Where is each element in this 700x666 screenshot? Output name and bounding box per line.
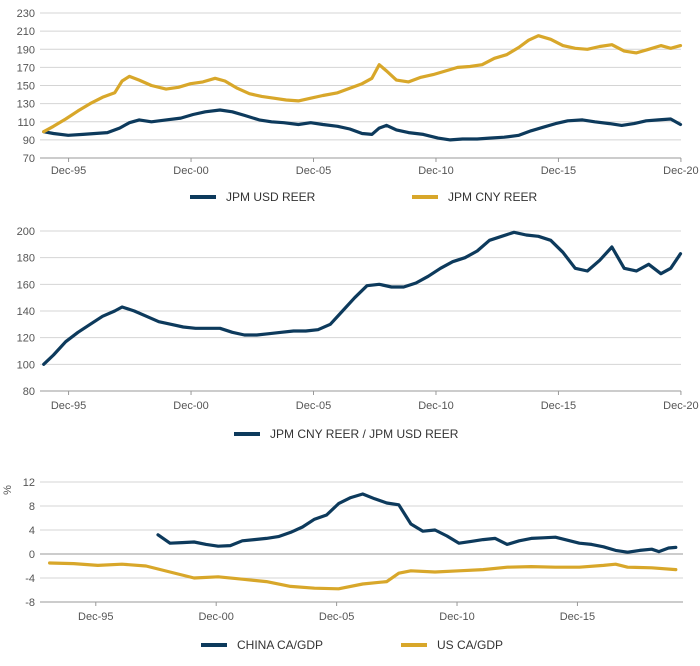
- y-tick-label: 0: [29, 549, 35, 561]
- y-tick-label: -4: [25, 573, 35, 585]
- y-tick-label: 130: [17, 99, 35, 111]
- y-tick-label: -8: [25, 597, 35, 609]
- chart-3-legend: CHINA CA/GDP US CA/GDP: [201, 638, 503, 652]
- y-tick-label: 120: [17, 333, 35, 345]
- x-tick-label: Dec-05: [296, 165, 331, 177]
- x-tick-label: Dec-15: [541, 165, 576, 177]
- x-tick-label: Dec-20: [663, 165, 698, 177]
- legend-label: JPM CNY REER / JPM USD REER: [270, 427, 459, 441]
- y-tick-label: 110: [17, 117, 35, 129]
- legend-label: CHINA CA/GDP: [237, 638, 323, 652]
- y-tick-label: 160: [17, 279, 35, 291]
- y-tick-label: 210: [17, 26, 35, 38]
- x-tick-label: Dec-00: [173, 165, 208, 177]
- chart-2-series: [42, 230, 683, 366]
- chart-3-y-ticks: -8 -4 0 4 8 12: [23, 477, 35, 609]
- chart-3-x-ticks: Dec-95 Dec-00 Dec-05 Dec-10 Dec-15: [78, 602, 595, 623]
- chart-3-series: [47, 492, 678, 591]
- chart-1-series: [42, 34, 683, 142]
- x-tick-label: Dec-10: [439, 611, 474, 623]
- x-tick-label: Dec-10: [418, 400, 453, 412]
- x-tick-label: Dec-20: [663, 400, 698, 412]
- y-tick-label: 70: [23, 153, 35, 165]
- legend-label: US CA/GDP: [437, 638, 503, 652]
- y-tick-label: 140: [17, 306, 35, 318]
- x-tick-label: Dec-15: [541, 400, 576, 412]
- x-tick-label: Dec-05: [319, 611, 354, 623]
- y-tick-label: 170: [17, 62, 35, 74]
- series-line-jpm-usd-reer: [42, 108, 683, 142]
- x-tick-label: Dec-95: [51, 400, 86, 412]
- y-tick-label: 12: [23, 477, 35, 489]
- x-tick-label: Dec-95: [51, 165, 86, 177]
- x-tick-label: Dec-05: [296, 400, 331, 412]
- series-line-us-ca-gdp: [47, 561, 678, 591]
- x-tick-label: Dec-10: [418, 165, 453, 177]
- y-tick-label: 200: [17, 226, 35, 238]
- chart-1-y-ticks: 70 90 110 130 150 170 190 210 230: [17, 8, 35, 165]
- y-tick-label: 4: [29, 525, 35, 537]
- x-tick-label: Dec-95: [78, 611, 113, 623]
- y-tick-label: 150: [17, 81, 35, 93]
- series-line-china-ca-gdp: [156, 492, 678, 554]
- y-tick-label: 90: [23, 135, 35, 147]
- chart-1-legend: JPM USD REER JPM CNY REER: [190, 190, 537, 204]
- chart-2-x-ticks: Dec-95 Dec-00 Dec-05 Dec-10 Dec-15 Dec-20: [51, 391, 699, 412]
- x-tick-label: Dec-15: [560, 611, 595, 623]
- y-tick-label: 180: [17, 253, 35, 265]
- y-tick-label: 190: [17, 44, 35, 56]
- series-line-jpm-cny-reer: [42, 34, 683, 134]
- chart-2-legend: JPM CNY REER / JPM USD REER: [234, 427, 459, 441]
- y-tick-label: 8: [29, 501, 35, 513]
- y-tick-label: 230: [17, 8, 35, 20]
- legend-label: JPM USD REER: [226, 190, 316, 204]
- chart-2-gridlines: [40, 230, 681, 365]
- series-line-jpm-cny-reer-jpm-usd-reer: [42, 230, 683, 366]
- chart-3-y-axis-label: %: [2, 485, 14, 495]
- legend-label: JPM CNY REER: [448, 190, 537, 204]
- y-tick-label: 100: [17, 359, 35, 371]
- chart-1-x-ticks: Dec-95 Dec-00 Dec-05 Dec-10 Dec-15 Dec-20: [51, 158, 699, 177]
- x-tick-label: Dec-00: [198, 611, 233, 623]
- y-tick-label: 80: [23, 386, 35, 398]
- x-tick-label: Dec-00: [173, 400, 208, 412]
- chart-3-gridlines: [40, 481, 683, 603]
- chart-2-y-ticks: 80 100 120 140 160 180 200: [17, 226, 35, 398]
